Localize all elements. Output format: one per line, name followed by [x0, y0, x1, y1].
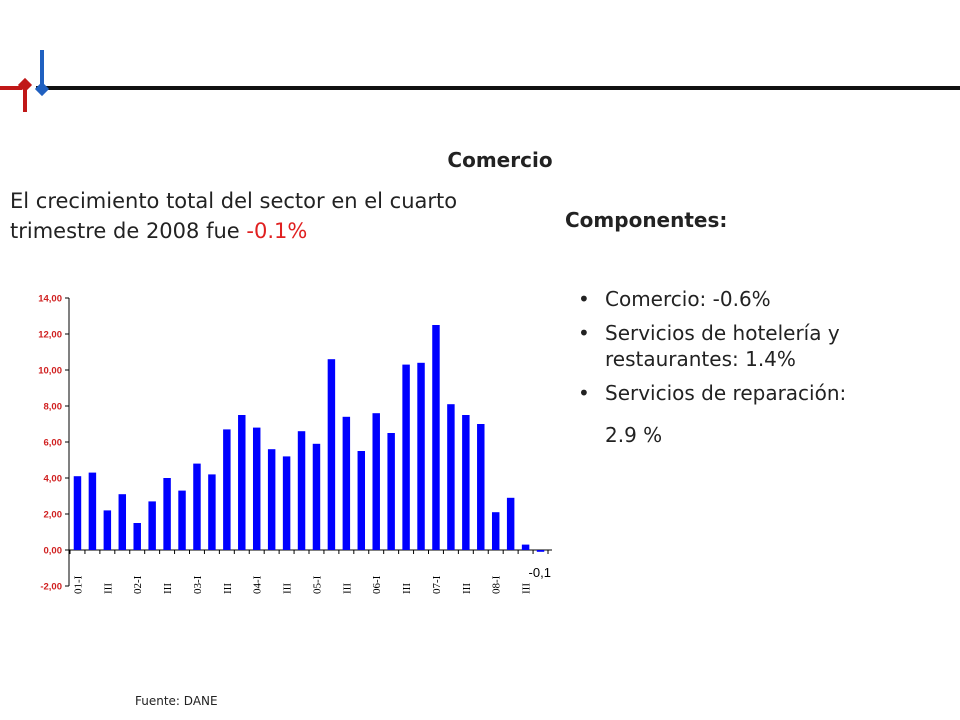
x-tick-label: III	[521, 583, 533, 594]
slide-title: Comercio	[447, 148, 553, 172]
source-note: Fuente: DANE	[135, 694, 218, 708]
data-bar	[148, 501, 156, 550]
data-bar	[417, 362, 425, 550]
data-bar	[73, 476, 82, 550]
y-tick-label: 6,00	[44, 438, 63, 449]
y-tick-label: 8,00	[44, 402, 63, 413]
bullet-continuation: 2.9 %	[605, 423, 663, 447]
intro-value: -0.1%	[246, 219, 308, 243]
bullet-text: Servicios de hotelería y restaurantes: 1…	[605, 321, 840, 371]
data-bar	[267, 449, 276, 550]
y-tick-label: 2,00	[44, 510, 63, 521]
data-bar	[312, 443, 321, 550]
y-tick-label: 10,00	[38, 366, 62, 377]
bullet-dot-icon: •	[578, 381, 590, 405]
x-tick-label: III	[341, 583, 353, 594]
data-bar	[193, 463, 201, 550]
data-bar	[432, 325, 440, 550]
components-list: • Comercio: -0.6% • Servicios de hoteler…	[578, 286, 938, 456]
data-label: -0,1	[529, 565, 551, 580]
x-tick-label: III	[401, 583, 413, 594]
x-tick-label: III	[222, 583, 234, 594]
x-tick-label: 03-I	[192, 575, 204, 594]
data-bar	[506, 497, 515, 550]
data-bar	[88, 472, 97, 550]
data-bar	[223, 429, 231, 550]
y-tick-label: 14,00	[38, 294, 62, 305]
bullet-dot-icon: •	[578, 287, 590, 311]
data-bar	[163, 478, 171, 550]
data-bar	[521, 544, 530, 550]
brand-logo	[0, 50, 50, 112]
bullet-text: Servicios de reparación:	[605, 381, 847, 405]
growth-bar-chart: -2,00 0,00 2,00 4,00 6,00 8,00 10,00 12,00 14,00…	[38, 294, 552, 594]
data-bar	[282, 456, 291, 550]
data-bar	[208, 474, 216, 550]
x-tick-label: III	[461, 583, 473, 594]
data-bar	[133, 523, 141, 550]
y-tick-label: -2,00	[40, 582, 62, 593]
data-bar	[252, 427, 261, 550]
data-bar	[402, 364, 410, 550]
data-bar	[178, 490, 186, 550]
y-tick-label: 4,00	[44, 474, 63, 485]
data-bar	[357, 451, 366, 550]
bullet-text: Comercio: -0.6%	[605, 287, 771, 311]
intro-paragraph: El crecimiento total del sector en el cu…	[10, 186, 460, 246]
x-tick-label: III	[162, 583, 174, 594]
data-bar	[103, 510, 112, 550]
x-tick-label: 02-I	[132, 575, 144, 594]
data-bar	[477, 424, 485, 550]
y-tick-label: 0,00	[44, 546, 63, 557]
data-bar	[118, 494, 127, 550]
intro-text: El crecimiento total del sector en el cu…	[10, 189, 458, 243]
data-bar	[462, 415, 470, 550]
x-tick-label: 05-I	[311, 575, 323, 594]
bullet-item: • Servicios de hotelería y restaurantes:…	[578, 320, 938, 372]
bullet-dot-icon: •	[578, 321, 590, 345]
x-tick-label: 01-I	[72, 575, 84, 594]
data-bar	[342, 416, 351, 550]
data-bar	[238, 415, 246, 550]
x-tick-label: 08-I	[491, 575, 503, 594]
data-bar	[297, 431, 306, 550]
data-bar	[491, 512, 500, 550]
x-tick-label: III	[282, 583, 294, 594]
data-bar	[447, 404, 455, 550]
components-title: Componentes:	[565, 208, 728, 232]
x-tick-label: 07-I	[431, 575, 443, 594]
data-bar	[327, 359, 336, 550]
bullet-item: • Comercio: -0.6%	[578, 286, 938, 312]
data-bar	[536, 550, 545, 552]
x-tick-label: 06-I	[371, 575, 383, 594]
y-tick-label: 12,00	[38, 330, 62, 341]
x-tick-label: III	[102, 583, 114, 594]
bullet-item: • Servicios de reparación: 2.9 %	[578, 380, 938, 448]
header-rule	[36, 86, 960, 90]
data-bar	[372, 413, 380, 550]
data-bar	[387, 433, 395, 550]
x-tick-label: 04-I	[252, 575, 264, 594]
